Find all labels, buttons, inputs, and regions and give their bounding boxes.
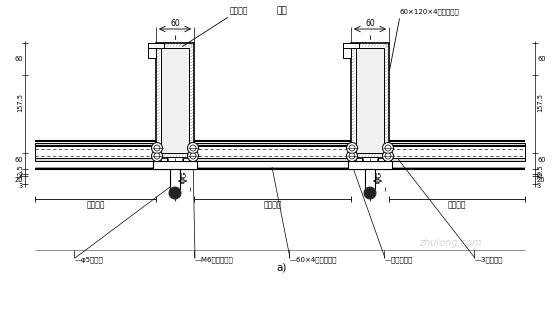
Circle shape xyxy=(349,153,355,159)
Text: 60: 60 xyxy=(537,157,545,163)
Text: 2: 2 xyxy=(537,172,542,178)
Text: 连接角码: 连接角码 xyxy=(230,6,249,15)
Circle shape xyxy=(385,153,391,159)
Bar xyxy=(196,158,349,161)
Circle shape xyxy=(152,142,162,154)
Text: 12.5: 12.5 xyxy=(537,164,543,179)
Text: 60: 60 xyxy=(15,157,23,163)
Circle shape xyxy=(190,153,196,159)
Circle shape xyxy=(382,150,394,162)
Circle shape xyxy=(349,145,355,151)
Bar xyxy=(391,143,525,146)
Text: 60: 60 xyxy=(537,56,545,62)
Bar xyxy=(196,146,349,158)
Text: 室内: 室内 xyxy=(277,6,287,15)
Text: 157.5: 157.5 xyxy=(17,93,23,112)
Circle shape xyxy=(365,188,375,198)
Bar xyxy=(391,158,525,161)
Bar xyxy=(148,43,156,58)
Bar xyxy=(391,146,525,158)
Bar xyxy=(365,169,375,189)
Bar xyxy=(343,43,359,48)
Bar xyxy=(148,43,164,48)
Bar xyxy=(351,43,389,158)
Circle shape xyxy=(385,145,391,151)
Text: —铝合金副框: —铝合金副框 xyxy=(385,257,413,263)
Text: —60×4镀锌钢方管: —60×4镀锌钢方管 xyxy=(290,257,338,263)
Text: 20: 20 xyxy=(537,177,545,183)
Text: 12.5: 12.5 xyxy=(17,164,23,179)
Bar xyxy=(362,157,378,161)
Text: —3厚铝单板: —3厚铝单板 xyxy=(475,257,503,263)
Bar xyxy=(35,158,154,161)
Text: 分格尺寸: 分格尺寸 xyxy=(86,200,105,209)
Circle shape xyxy=(190,145,196,151)
Text: 2: 2 xyxy=(18,172,23,178)
Text: 分格尺寸: 分格尺寸 xyxy=(263,200,282,209)
Circle shape xyxy=(170,188,180,198)
Bar xyxy=(356,48,384,153)
Text: 60: 60 xyxy=(365,18,375,27)
Text: 60×120×4镀锌钢方管: 60×120×4镀锌钢方管 xyxy=(400,8,460,15)
Circle shape xyxy=(152,150,162,162)
Bar xyxy=(343,43,351,58)
Circle shape xyxy=(154,145,160,151)
Bar xyxy=(161,48,189,153)
Text: 60: 60 xyxy=(170,18,180,27)
Circle shape xyxy=(170,188,180,198)
Bar xyxy=(196,143,349,146)
Bar xyxy=(167,157,183,161)
Text: 20: 20 xyxy=(15,177,23,183)
Circle shape xyxy=(347,142,357,154)
Text: 分格尺寸: 分格尺寸 xyxy=(448,200,466,209)
Bar xyxy=(170,169,180,189)
Text: a): a) xyxy=(277,263,287,273)
Text: 15: 15 xyxy=(178,173,186,179)
Text: 3: 3 xyxy=(537,183,541,189)
Circle shape xyxy=(188,150,198,162)
Circle shape xyxy=(154,153,160,159)
Text: 15: 15 xyxy=(373,173,381,179)
Circle shape xyxy=(188,142,198,154)
Circle shape xyxy=(364,187,376,199)
Bar xyxy=(35,143,154,146)
Bar xyxy=(153,161,197,169)
Bar xyxy=(156,43,194,158)
Text: —M6不锈钢螺栓: —M6不锈钢螺栓 xyxy=(195,257,234,263)
Text: 3: 3 xyxy=(19,183,23,189)
Circle shape xyxy=(347,150,357,162)
Text: 157.5: 157.5 xyxy=(537,93,543,112)
Text: —φ5拉铆钉: —φ5拉铆钉 xyxy=(75,257,104,263)
Circle shape xyxy=(169,187,181,199)
Bar xyxy=(348,161,392,169)
Text: zhulong.com: zhulong.com xyxy=(419,238,481,248)
Bar xyxy=(35,146,154,158)
Circle shape xyxy=(382,142,394,154)
Text: 60: 60 xyxy=(15,56,23,62)
Circle shape xyxy=(365,188,375,198)
